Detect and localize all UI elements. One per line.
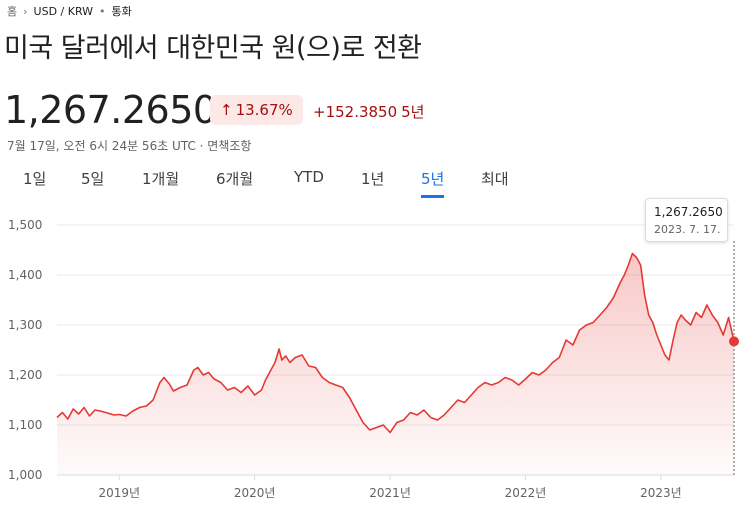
breadcrumb-category[interactable]: 통화	[111, 5, 132, 18]
percent-change: 13.67%	[235, 101, 293, 119]
tab-1d[interactable]: 1일	[23, 170, 47, 188]
change-period: 5년	[401, 103, 425, 121]
y-tick-label: 1,100	[8, 418, 42, 432]
tab-6m[interactable]: 6개월	[216, 170, 254, 188]
x-tick-label: 2023년	[640, 486, 682, 500]
y-tick-label: 1,500	[8, 218, 42, 232]
tab-1y[interactable]: 1년	[361, 170, 385, 188]
x-tick-label: 2021년	[369, 486, 411, 500]
last-point-marker	[729, 336, 739, 347]
absolute-change: +152.3850 5년	[313, 101, 424, 122]
breadcrumb: 홈 › USD / KRW • 통화	[7, 3, 132, 19]
breadcrumb-home[interactable]: 홈	[7, 5, 18, 18]
y-tick-label: 1,000	[8, 468, 42, 482]
y-tick-label: 1,400	[8, 268, 42, 282]
tab-5d[interactable]: 5일	[81, 170, 105, 188]
y-tick-label: 1,300	[8, 318, 42, 332]
y-tick-label: 1,200	[8, 368, 42, 382]
page-title: 미국 달러에서 대한민국 원(으)로 전환	[4, 33, 422, 64]
bullet-separator: •	[99, 4, 106, 18]
change-amount: +152.3850	[313, 103, 398, 121]
chevron-right-icon: ›	[23, 4, 28, 18]
arrow-up-icon: ↑	[220, 101, 233, 119]
price-line	[56, 252, 735, 434]
tab-max[interactable]: 최대	[481, 170, 509, 188]
timestamp-disclaimer: 7월 17일, 오전 6시 24분 56초 UTC · 면책조항	[7, 139, 252, 153]
x-tick-label: 2019년	[98, 486, 140, 500]
range-tabs: 1일 5일 1개월 6개월 YTD 1년 5년 최대	[0, 166, 741, 198]
tab-ytd[interactable]: YTD	[294, 168, 324, 186]
x-tick-label: 2022년	[505, 486, 547, 500]
x-tick-label: 2020년	[234, 486, 276, 500]
percent-change-badge: ↑ 13.67%	[210, 95, 303, 125]
current-price: 1,267.2650	[4, 88, 217, 132]
tab-1m[interactable]: 1개월	[142, 170, 180, 188]
breadcrumb-pair: USD / KRW	[33, 4, 94, 18]
price-area-fill	[57, 253, 734, 475]
price-chart[interactable]: 1,000 1,100 1,200 1,300 1,400 1,500 2019년 2020…	[0, 195, 741, 513]
hover-tooltip: 1,267.2650 2023. 7. 17.	[645, 198, 728, 242]
tooltip-date: 2023. 7. 17.	[654, 223, 721, 236]
tab-5y[interactable]: 5년	[421, 166, 445, 198]
tooltip-value: 1,267.2650	[654, 205, 723, 219]
